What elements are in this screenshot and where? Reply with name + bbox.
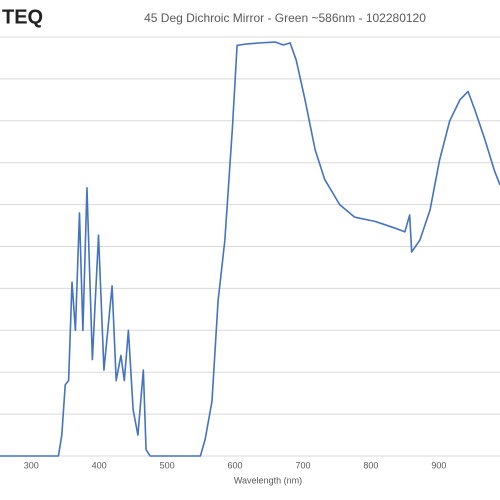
x-axis-label: Wavelength (nm) — [234, 475, 302, 485]
logo: TEQ — [2, 6, 43, 28]
x-tick-label: 500 — [160, 460, 175, 470]
x-tick-label: 700 — [295, 460, 310, 470]
x-tick-label: 600 — [228, 460, 243, 470]
chart-title: 45 Deg Dichroic Mirror - Green ~586nm - … — [144, 11, 426, 25]
x-tick-label: 400 — [92, 460, 107, 470]
x-tick-label: 900 — [431, 460, 446, 470]
x-tick-label: 300 — [24, 460, 39, 470]
data-line — [0, 41, 500, 457]
x-tick-label: 800 — [363, 460, 378, 470]
